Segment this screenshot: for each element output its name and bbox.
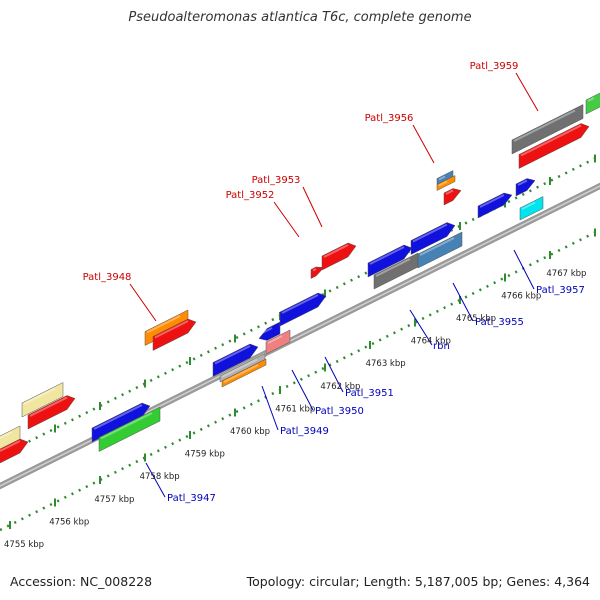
gene-highlight <box>267 335 283 344</box>
gene-highlight <box>521 201 536 210</box>
gene-highlight <box>23 387 56 405</box>
gene-green <box>585 92 600 115</box>
gene-label-bottom: Patl_3955 <box>475 317 524 328</box>
gene-red <box>321 242 357 271</box>
gene-label-top: Patl_3952 <box>226 190 275 201</box>
gene-red-small <box>443 188 462 206</box>
gene-highlight <box>445 189 454 195</box>
callout-line <box>273 201 300 238</box>
callout-line <box>145 462 166 498</box>
kbp-tick-label: 4767 kbp <box>546 269 586 279</box>
gene-highlight <box>419 237 455 256</box>
callout-line <box>261 385 279 431</box>
gene-highlight <box>438 175 446 181</box>
gene-label-bottom: Patl_3947 <box>167 493 216 504</box>
topology-text: Topology: circular; Length: 5,187,005 bp… <box>246 574 590 589</box>
gene-highlight <box>281 294 319 314</box>
kbp-tick-label: 4759 kbp <box>185 450 225 460</box>
gene-highlight <box>412 223 448 243</box>
gene-highlight <box>438 180 448 187</box>
gene-highlight <box>517 179 528 186</box>
gene-highlight <box>146 315 181 334</box>
gene-label-bottom: Patl_3951 <box>345 388 394 399</box>
gene-red <box>27 395 76 430</box>
gene-highlight <box>29 396 68 417</box>
gene-label-top: Patl_3956 <box>365 113 414 124</box>
callout-line <box>324 356 344 393</box>
gene-highlight <box>93 404 143 430</box>
gene-highlight <box>260 327 273 335</box>
callout-line <box>513 249 535 290</box>
gene-highlight <box>223 364 259 383</box>
kbp-tick-label: 4761 kbp <box>275 404 315 414</box>
gene-highlight <box>369 246 405 265</box>
gene-label-top: Patl_3953 <box>252 175 301 186</box>
gene-label-top: Patl_3959 <box>470 61 519 72</box>
gene-blue <box>477 192 513 219</box>
map-title: Pseudoalteromonas atlantica T6c, complet… <box>128 10 472 25</box>
gene-red-small <box>310 266 325 279</box>
kbp-tick-label: 4763 kbp <box>366 359 406 369</box>
gene-grey <box>511 104 584 155</box>
accession-text: Accession: NC_008228 <box>10 574 153 589</box>
gene-steelblue <box>417 231 463 269</box>
gene-highlight <box>0 440 21 452</box>
kbp-tick-label: 4765 kbp <box>456 314 496 324</box>
gene-highlight <box>214 345 251 365</box>
kbp-tick-label: 4762 kbp <box>320 382 360 392</box>
kbp-tick-label: 4758 kbp <box>140 472 180 482</box>
genome-backbone-highlight <box>0 185 600 487</box>
callout-line <box>515 72 539 112</box>
gene-blue-small <box>258 321 281 341</box>
gene-orange-small <box>436 175 456 191</box>
gene-highlight <box>0 431 13 439</box>
gene-highlight <box>154 320 189 339</box>
gene-grey <box>373 252 419 290</box>
gene-blue <box>279 292 327 327</box>
callout-line <box>409 309 433 346</box>
gene-label-top: Patl_3948 <box>83 272 132 283</box>
callout-line <box>452 282 474 322</box>
gene-highlight <box>587 97 595 102</box>
gene-blue <box>367 244 413 278</box>
gene-blue-small <box>515 178 536 197</box>
callout-line <box>412 124 435 164</box>
kbp-tick-label: 4756 kbp <box>49 517 89 527</box>
gene-label-bottom: Patl_3957 <box>536 285 585 296</box>
gene-highlight <box>312 268 317 272</box>
gene-orange-small <box>221 358 267 388</box>
gene-cyan <box>519 196 544 221</box>
kbp-tick-label: 4764 kbp <box>411 337 451 347</box>
gene-label-bottom: Patl_3950 <box>315 406 364 417</box>
gene-label-bottom: rbn <box>433 341 450 352</box>
gene-red <box>518 123 590 169</box>
gene-highlight <box>323 244 349 258</box>
gene-highlight <box>375 258 411 277</box>
gene-label-bottom: Patl_3949 <box>280 426 329 437</box>
gene-red <box>0 438 29 464</box>
gene-pink <box>265 329 291 355</box>
gene-green <box>98 406 161 452</box>
gene-highlight <box>513 109 576 142</box>
kbp-tick-label: 4760 kbp <box>230 427 270 437</box>
gene-pale-yellow <box>21 382 64 418</box>
gene-blue <box>410 222 456 255</box>
kbp-tick-label: 4757 kbp <box>94 495 134 505</box>
gene-highlight <box>100 412 153 440</box>
callout-line <box>302 186 323 228</box>
gene-highlight <box>479 194 505 208</box>
callout-line <box>129 283 157 322</box>
kbp-tick-label: 4755 kbp <box>4 540 44 550</box>
gene-highlight <box>520 124 582 157</box>
gene-blue <box>212 343 259 377</box>
callout-line <box>291 369 314 411</box>
gene-highlight <box>221 358 258 378</box>
gene-red <box>152 318 197 351</box>
kbp-tick-label: 4766 kbp <box>501 291 541 301</box>
